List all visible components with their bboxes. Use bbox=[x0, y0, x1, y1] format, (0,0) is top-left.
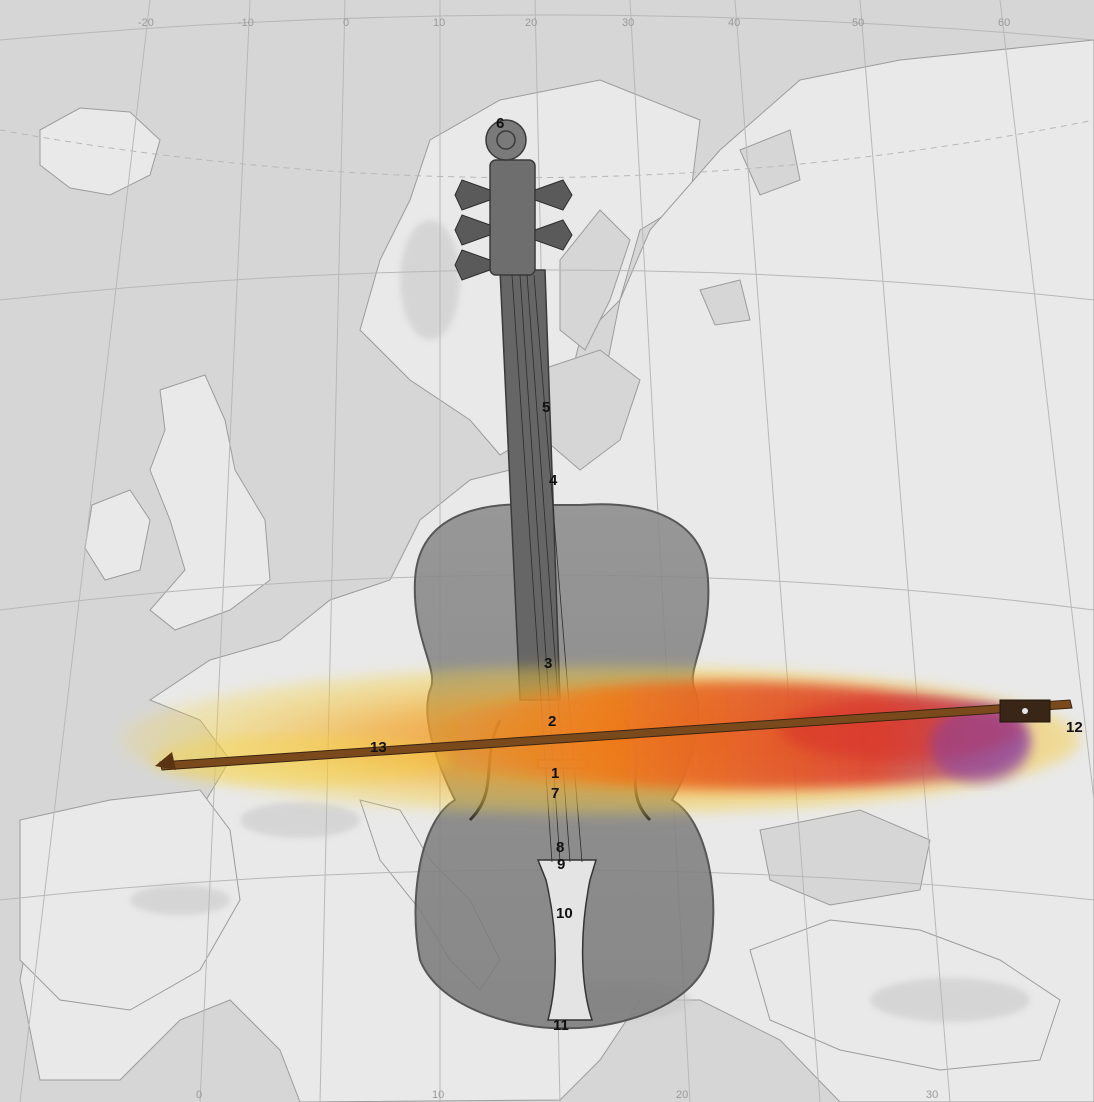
graticule-label: -10 bbox=[238, 17, 254, 29]
meridian bbox=[319, 0, 346, 1102]
label-11: 11 bbox=[553, 1017, 569, 1034]
graticule-label: 30 bbox=[622, 17, 634, 29]
label-3: 3 bbox=[544, 655, 552, 672]
graticule-label: 60 bbox=[998, 17, 1010, 29]
meridian bbox=[859, 0, 951, 1102]
label-12: 12 bbox=[1066, 719, 1083, 736]
meridian bbox=[734, 0, 821, 1102]
land-great-britain bbox=[149, 374, 271, 631]
label-6: 6 bbox=[496, 115, 504, 132]
graticule-label: -20 bbox=[138, 17, 154, 29]
label-10: 10 bbox=[556, 905, 573, 922]
lake-ladoga bbox=[699, 279, 751, 326]
label-8: 8 bbox=[556, 839, 564, 856]
graticule-label: 30 bbox=[926, 1089, 938, 1101]
graticule-label: 10 bbox=[433, 17, 445, 29]
meridian bbox=[19, 0, 151, 1102]
graticule-labels-top: -20 -10 0 10 20 30 40 50 60 bbox=[138, 17, 1010, 29]
violin-peg bbox=[454, 214, 491, 246]
label-5: 5 bbox=[542, 399, 550, 416]
label-4: 4 bbox=[549, 472, 558, 489]
meridian bbox=[999, 0, 1094, 801]
violin-part-labels: 1 2 3 4 5 6 7 8 9 10 11 12 13 bbox=[370, 115, 1083, 1034]
graticule-label: 50 bbox=[852, 17, 864, 29]
parallel bbox=[0, 14, 1094, 41]
arctic-circle bbox=[0, 119, 1094, 179]
bow-tip bbox=[155, 752, 176, 770]
graticule-labels-bottom: 0 10 20 30 bbox=[196, 1089, 938, 1101]
graticule-label: 20 bbox=[525, 17, 537, 29]
gulf-of-bothnia bbox=[559, 209, 631, 351]
graticule-label: 20 bbox=[676, 1089, 688, 1101]
parallel bbox=[0, 269, 1094, 301]
graticule-label: 10 bbox=[432, 1089, 444, 1101]
bow-stick bbox=[159, 699, 1073, 771]
violin-pegbox bbox=[489, 159, 536, 276]
white-sea bbox=[739, 129, 801, 196]
label-2: 2 bbox=[548, 713, 556, 730]
violin-peg bbox=[454, 249, 491, 281]
label-13: 13 bbox=[370, 739, 387, 756]
violin-peg bbox=[534, 219, 573, 251]
violin-bow bbox=[155, 699, 1073, 771]
label-1: 1 bbox=[551, 765, 559, 782]
meridian bbox=[199, 0, 251, 1102]
violin-tailpiece bbox=[536, 859, 598, 1021]
violin-peg bbox=[534, 179, 573, 211]
graticule-label: 0 bbox=[196, 1089, 202, 1101]
violin-scroll bbox=[485, 119, 527, 161]
violin-peg bbox=[454, 179, 491, 211]
label-7: 7 bbox=[551, 785, 559, 802]
graticule-label: 0 bbox=[343, 17, 349, 29]
violin-pegs bbox=[454, 179, 573, 281]
graticule-label: 40 bbox=[728, 17, 740, 29]
label-9: 9 bbox=[557, 856, 565, 873]
